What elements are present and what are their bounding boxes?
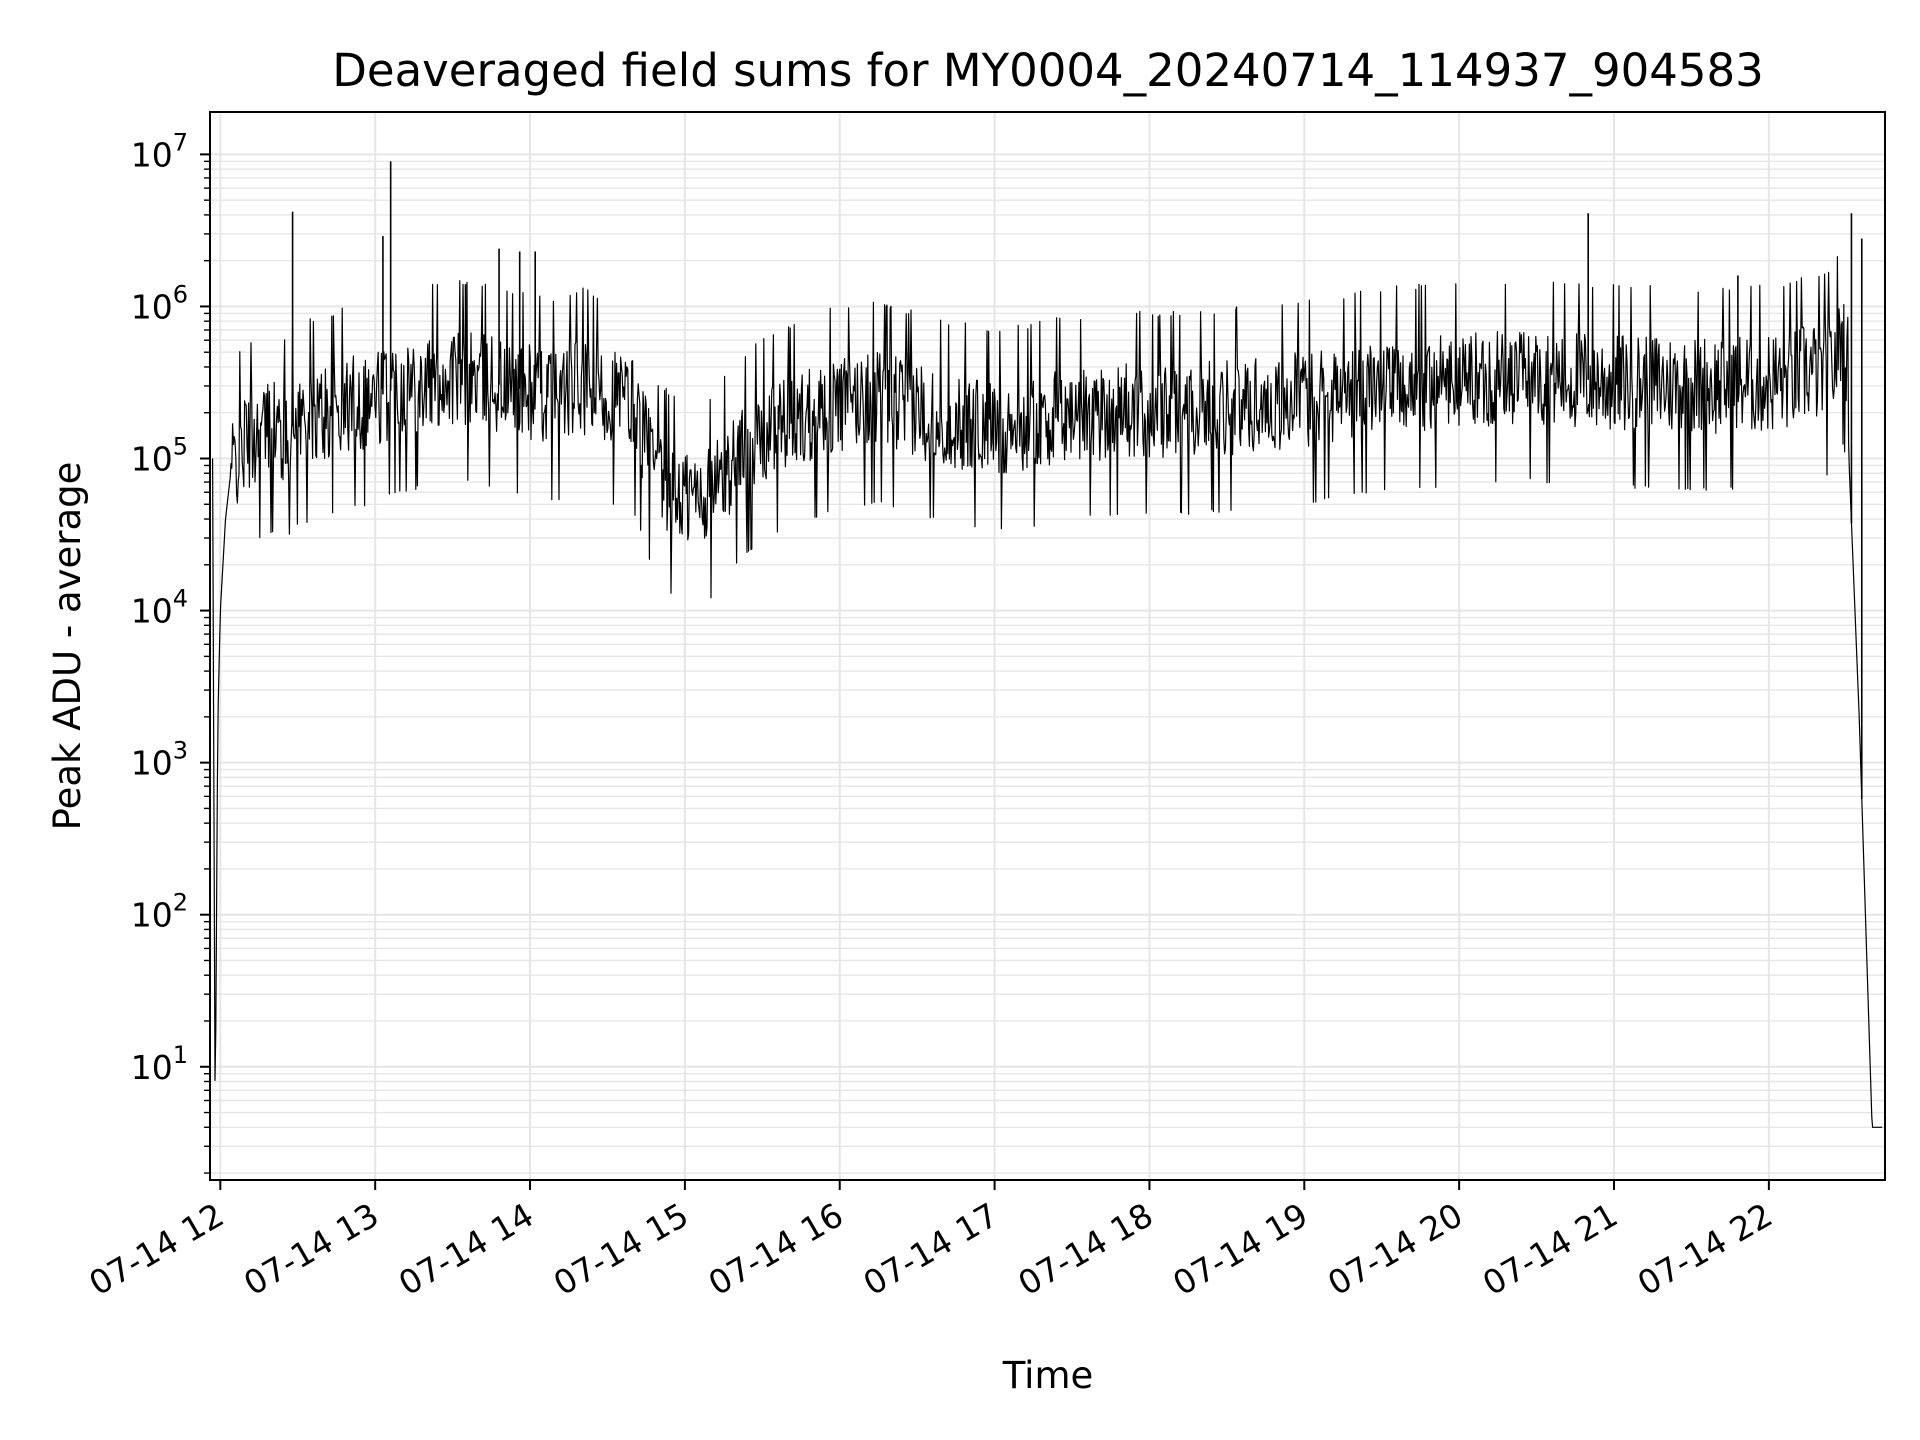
x-axis-label: Time	[1002, 1354, 1094, 1397]
plot-frame	[209, 111, 1886, 1181]
y-tick-label: 106	[131, 280, 188, 326]
y-tick-label: 102	[131, 889, 188, 935]
data-series	[212, 161, 1883, 1128]
y-tick-label: 105	[131, 433, 188, 479]
grid	[210, 112, 1885, 1180]
chart-title: Deaveraged field sums for MY0004_2024071…	[332, 44, 1764, 97]
y-tick-label: 101	[131, 1041, 188, 1087]
y-tick-label: 107	[131, 128, 188, 174]
y-tick-label: 103	[131, 737, 188, 783]
y-tick-label: 104	[131, 585, 188, 631]
y-axis-ticks: 101 102 103 104 105 106 107	[131, 128, 210, 1174]
y-axis-label: Peak ADU - average	[46, 462, 89, 831]
series-line	[212, 256, 1883, 1128]
